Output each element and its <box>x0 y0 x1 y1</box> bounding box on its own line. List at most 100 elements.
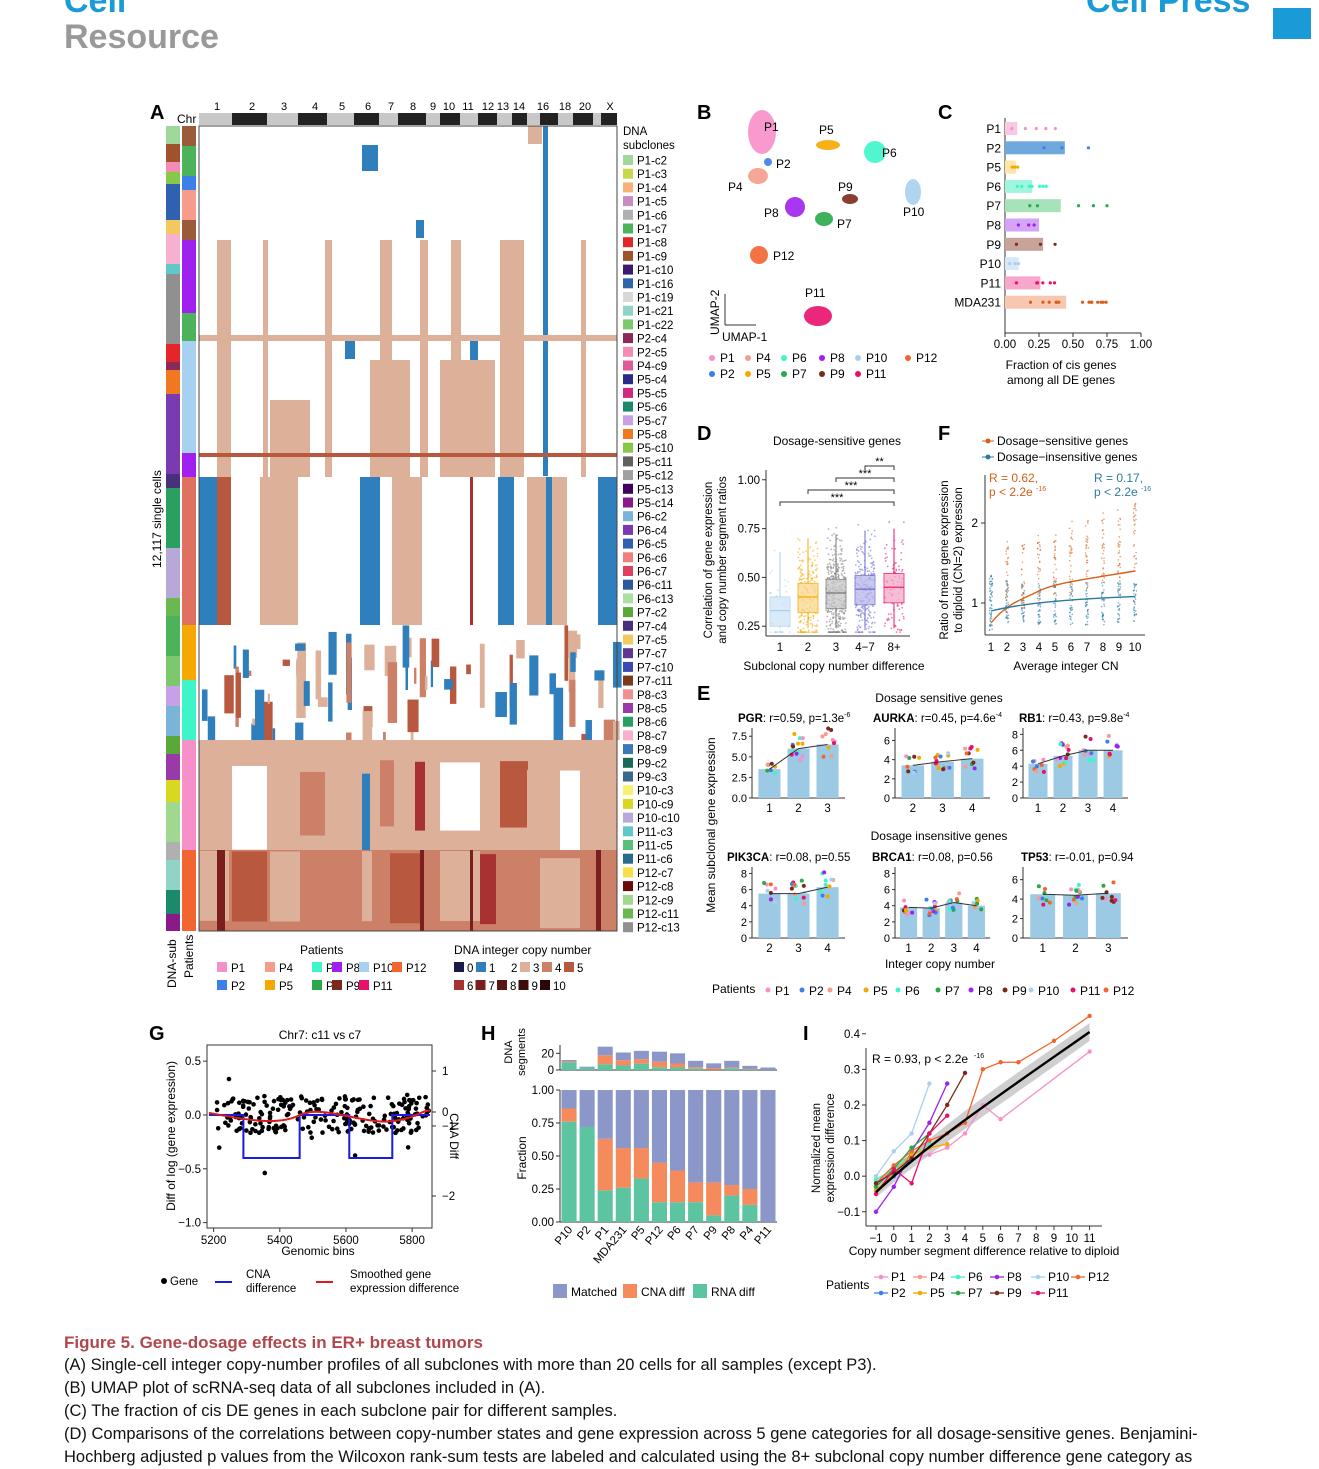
d-point <box>799 553 801 555</box>
subclone-label: P4-c9 <box>637 361 667 373</box>
cn-segment <box>466 665 471 675</box>
c-point <box>1036 204 1039 207</box>
d-point <box>801 614 803 616</box>
d-point <box>809 571 811 573</box>
d-point <box>816 626 818 628</box>
c-point <box>1044 127 1047 130</box>
cn-segment <box>528 126 542 144</box>
d-point <box>770 592 772 594</box>
d-point <box>855 607 857 609</box>
f-point <box>1102 592 1104 594</box>
d-point <box>840 610 842 612</box>
f-point <box>1071 533 1073 535</box>
h-tick-label: 0.00 <box>532 1217 554 1229</box>
d-point <box>829 621 831 623</box>
subclone-swatch <box>623 347 633 357</box>
g-point <box>288 1107 293 1112</box>
g-point <box>311 1120 316 1125</box>
e-tick-label: 2 <box>1012 777 1018 789</box>
f-point <box>989 581 991 583</box>
h-bar-segment <box>598 1090 613 1139</box>
d-point <box>870 617 872 619</box>
umap-cluster-label: P7 <box>837 217 852 231</box>
f-point <box>1005 561 1007 563</box>
g-tick-label: 1 <box>442 1066 448 1078</box>
f-point <box>1006 553 1008 555</box>
subclone-label: P6-c4 <box>637 525 668 537</box>
h-bar-segment <box>580 1090 595 1127</box>
e-point <box>1110 895 1114 899</box>
g-point <box>308 1130 313 1135</box>
patient-strip <box>182 341 196 453</box>
e-x-label: 2 <box>1072 943 1078 955</box>
panel-i-xlabel: Copy number segment difference relative … <box>849 1244 1120 1258</box>
d-point <box>858 631 860 633</box>
subclone-swatch <box>623 840 633 850</box>
d-point <box>829 624 831 626</box>
f-stat-exp: -16 <box>1141 486 1151 493</box>
h-tick-label: 0 <box>548 1065 554 1077</box>
cn-segment <box>480 644 485 708</box>
f-point <box>1102 613 1104 615</box>
d-point <box>884 622 886 624</box>
g-point <box>217 1145 222 1150</box>
g-point <box>285 1098 290 1103</box>
f-point <box>1085 548 1087 550</box>
d-point <box>845 577 847 579</box>
g-point <box>343 1104 348 1109</box>
i-legend-label: P4 <box>930 1270 945 1284</box>
f-point <box>1134 614 1136 616</box>
chromosome-label: 13 <box>497 101 509 113</box>
f-point <box>1133 620 1135 622</box>
subclone-strip <box>166 548 180 598</box>
h-top-segment <box>688 1067 703 1068</box>
d-point <box>899 631 901 633</box>
e-point <box>925 898 929 902</box>
subclone-strip <box>166 780 180 802</box>
f-point <box>1103 550 1105 552</box>
d-box <box>798 583 818 612</box>
g-point <box>251 1102 256 1107</box>
patient-strip <box>182 453 196 477</box>
c-category: P9 <box>986 238 1001 252</box>
f-point <box>1086 535 1088 537</box>
f-point <box>1039 585 1041 587</box>
d-point <box>874 631 876 633</box>
dna-sub-label: DNA-sub <box>165 939 179 988</box>
e-x-label: 1 <box>766 803 772 815</box>
c-point <box>1013 166 1016 169</box>
cn-label: 4 <box>555 963 562 975</box>
subclone-swatch <box>623 539 633 549</box>
i-point <box>927 1081 931 1085</box>
i-point <box>945 1103 949 1107</box>
subclone-strip <box>166 598 180 616</box>
g-point <box>258 1110 263 1115</box>
patient-label: P10 <box>373 963 393 975</box>
g-point <box>332 1105 337 1110</box>
g-point <box>406 1145 411 1150</box>
h-bar-segment <box>688 1182 703 1202</box>
e-x-label: 3 <box>939 803 945 815</box>
i-point <box>1052 1039 1056 1043</box>
e-point <box>951 906 955 910</box>
d-point <box>867 621 869 623</box>
d-point <box>830 549 832 551</box>
f-point <box>1102 544 1104 546</box>
d-point <box>815 569 817 571</box>
d-point <box>841 575 843 577</box>
d-point <box>839 625 841 627</box>
d-point <box>810 623 812 625</box>
cn-legend-title: DNA integer copy number <box>454 943 591 957</box>
e-legend-label: P10 <box>1038 984 1060 998</box>
h-top-segment <box>724 1061 739 1068</box>
e-tick-label: 4 <box>1012 894 1018 906</box>
f-point <box>989 610 991 612</box>
subclone-swatch <box>623 552 633 562</box>
cn-segment <box>500 240 524 477</box>
g-point <box>229 1099 234 1104</box>
umap-legend-label: P11 <box>866 367 887 381</box>
d-point <box>833 614 835 616</box>
g-point <box>248 1131 253 1136</box>
f-point <box>1024 583 1026 585</box>
